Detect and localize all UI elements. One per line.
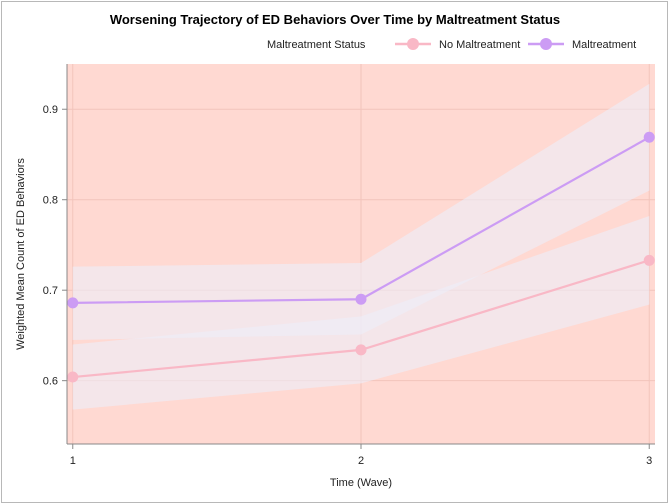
data-point (643, 131, 655, 143)
legend-label: Maltreatment (572, 39, 636, 51)
legend-marker (540, 38, 552, 50)
y-ticks: 0.6 0.7 0.8 0.9 (43, 104, 67, 388)
data-point (67, 371, 79, 383)
data-point (355, 293, 367, 305)
data-point (67, 297, 79, 309)
x-ticks: 1 2 3 (70, 444, 652, 467)
legend-label: No Maltreatment (439, 39, 520, 51)
legend: Maltreatment Status No Maltreatment Maltr… (267, 38, 636, 51)
legend-title: Maltreatment Status (267, 39, 366, 51)
series-points (67, 131, 655, 383)
y-tick-label: 0.7 (43, 285, 58, 297)
y-axis-label: Weighted Mean Count of ED Behaviors (15, 158, 27, 350)
x-tick-label: 2 (358, 455, 364, 467)
data-point (355, 344, 367, 356)
x-tick-label: 3 (646, 455, 652, 467)
confidence-band (72, 83, 650, 340)
y-tick-label: 0.8 (43, 195, 58, 207)
y-tick-label: 0.9 (43, 104, 58, 116)
x-axis-label: Time (Wave) (330, 477, 392, 489)
confidence-bands (72, 83, 650, 410)
y-tick-label: 0.6 (43, 376, 58, 388)
data-point (643, 254, 655, 266)
legend-marker (407, 38, 419, 50)
chart-title: Worsening Trajectory of ED Behaviors Ove… (110, 12, 560, 27)
x-tick-label: 1 (70, 455, 76, 467)
confidence-band (72, 216, 650, 410)
